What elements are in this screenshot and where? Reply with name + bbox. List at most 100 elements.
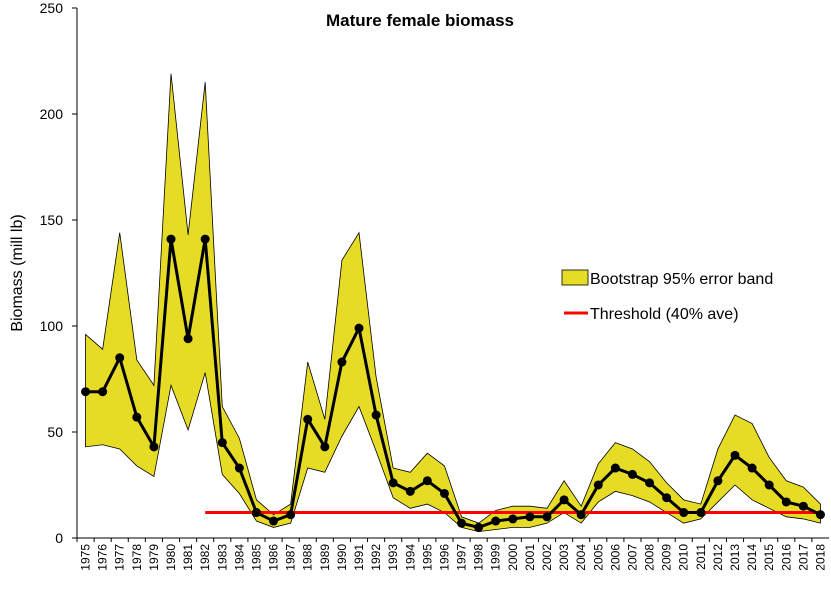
mean-marker: [713, 476, 723, 486]
x-tick-label: 2008: [643, 544, 657, 571]
mean-marker: [662, 493, 672, 503]
x-tick-label: 2006: [608, 544, 622, 571]
x-tick-label: 1990: [335, 544, 349, 571]
x-tick-label: 1983: [215, 544, 229, 571]
mean-marker: [439, 488, 449, 498]
x-tick-label: 1980: [164, 544, 178, 571]
mean-marker: [217, 438, 227, 448]
x-tick-label: 1986: [267, 544, 281, 571]
y-tick-label: 100: [40, 318, 64, 334]
x-tick-label: 1995: [420, 544, 434, 571]
mean-marker: [115, 353, 125, 363]
x-tick-label: 1989: [318, 544, 332, 571]
y-tick-label: 200: [40, 106, 64, 122]
mean-marker: [388, 478, 398, 488]
x-tick-label: 1975: [79, 544, 93, 571]
x-tick-label: 2017: [796, 544, 810, 571]
mean-marker: [149, 442, 159, 452]
mean-marker: [798, 501, 808, 511]
mean-marker: [251, 508, 261, 518]
mean-marker: [525, 512, 535, 522]
x-tick-label: 2005: [591, 544, 605, 571]
mean-marker: [320, 442, 330, 452]
x-tick-label: 2009: [660, 544, 674, 571]
x-tick-label: 1996: [437, 544, 451, 571]
mean-marker: [269, 516, 279, 526]
x-tick-label: 2012: [711, 544, 725, 571]
x-tick-label: 1976: [96, 544, 110, 571]
mean-marker: [610, 463, 620, 473]
mean-marker: [337, 357, 347, 367]
mean-marker: [593, 480, 603, 490]
mean-marker: [405, 486, 415, 496]
x-tick-label: 1985: [249, 544, 263, 571]
x-tick-label: 1988: [301, 544, 315, 571]
mean-marker: [132, 412, 142, 422]
mean-marker: [542, 512, 552, 522]
y-tick-label: 0: [55, 530, 63, 546]
mean-marker: [764, 480, 774, 490]
x-tick-label: 1979: [147, 544, 161, 571]
x-tick-label: 2016: [779, 544, 793, 571]
mean-marker: [371, 410, 381, 420]
x-tick-label: 2011: [694, 544, 708, 570]
x-tick-label: 2004: [574, 544, 588, 571]
y-tick-label: 250: [40, 0, 64, 16]
x-tick-label: 1992: [369, 544, 383, 571]
x-tick-label: 2014: [745, 544, 759, 571]
y-tick-label: 150: [40, 212, 64, 228]
x-tick-label: 2010: [677, 544, 691, 571]
mean-marker: [457, 518, 467, 528]
mean-marker: [286, 510, 296, 520]
mean-marker: [234, 463, 244, 473]
mean-marker: [576, 510, 586, 520]
mean-marker: [696, 508, 706, 518]
chart-title: Mature female biomass: [326, 11, 514, 30]
mean-marker: [303, 414, 313, 424]
x-tick-label: 1977: [113, 544, 127, 571]
mean-marker: [200, 234, 210, 244]
x-tick-label: 2007: [625, 544, 639, 571]
mean-marker: [645, 478, 655, 488]
legend-swatch: [561, 269, 589, 286]
legend-label: Bootstrap 95% error band: [590, 271, 773, 288]
x-tick-label: 1991: [352, 544, 366, 571]
mean-marker: [98, 387, 108, 397]
x-tick-label: 1984: [232, 544, 246, 571]
mean-marker: [354, 323, 364, 333]
x-tick-label: 2000: [506, 544, 520, 571]
x-tick-label: 2002: [540, 544, 554, 571]
x-tick-label: 1999: [489, 544, 503, 571]
mean-marker: [815, 510, 825, 520]
mean-marker: [183, 334, 193, 344]
mean-marker: [747, 463, 757, 473]
mean-marker: [422, 476, 432, 486]
mean-marker: [166, 234, 176, 244]
x-tick-label: 1993: [386, 544, 400, 571]
mean-marker: [474, 522, 484, 532]
x-tick-label: 1978: [130, 544, 144, 571]
x-tick-label: 1998: [472, 544, 486, 571]
mean-marker: [679, 508, 689, 518]
x-tick-label: 1982: [198, 544, 212, 571]
x-tick-label: 2015: [762, 544, 776, 571]
x-tick-label: 1994: [403, 544, 417, 571]
x-tick-label: 1987: [284, 544, 298, 571]
mean-marker: [627, 469, 637, 479]
y-tick-label: 50: [47, 424, 63, 440]
x-tick-label: 2013: [728, 544, 742, 571]
mean-marker: [730, 450, 740, 460]
x-tick-label: 1997: [455, 544, 469, 571]
mean-marker: [508, 514, 518, 524]
error-band: [85, 73, 821, 533]
x-tick-label: 2003: [557, 544, 571, 571]
mean-marker: [781, 497, 791, 507]
y-axis-label: Biomass (mill lb): [9, 214, 26, 331]
mean-marker: [491, 516, 501, 526]
mean-marker: [81, 387, 91, 397]
x-tick-label: 1981: [181, 544, 195, 571]
x-tick-label: 2018: [813, 544, 827, 571]
mean-marker: [559, 495, 569, 505]
